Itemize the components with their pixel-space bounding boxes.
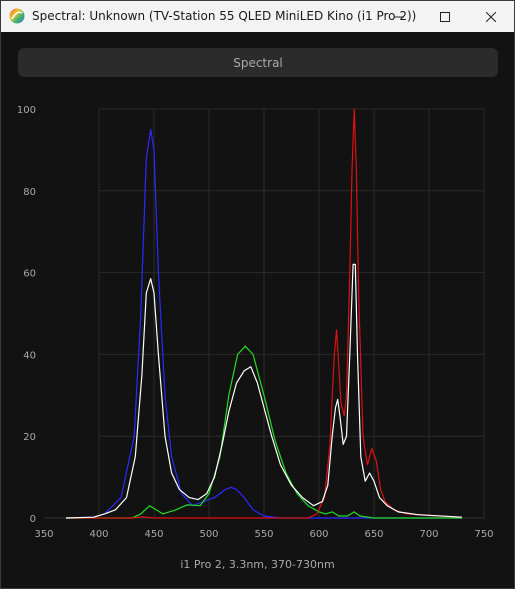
chart-series: [65, 108, 463, 519]
maximize-button[interactable]: [422, 1, 468, 32]
close-button[interactable]: [468, 1, 514, 32]
x-tick-label: 450: [144, 529, 163, 540]
series-line-1: [65, 128, 462, 519]
close-icon: [486, 11, 496, 22]
y-tick-label: 20: [23, 432, 36, 443]
x-tick-label: 650: [364, 529, 383, 540]
minimize-icon: [394, 16, 404, 17]
series-line-3: [66, 108, 463, 519]
y-tick-label: 80: [23, 187, 36, 198]
y-tick-label: 40: [23, 350, 36, 361]
app-logo-icon: [9, 8, 25, 24]
spectral-button[interactable]: Spectral: [18, 48, 498, 77]
measurement-caption: i1 Pro 2, 3.3nm, 370-730nm: [180, 558, 335, 571]
maximize-icon: [440, 11, 450, 22]
x-tick-label: 550: [254, 529, 273, 540]
x-tick-label: 500: [199, 529, 218, 540]
series-line-4: [65, 263, 463, 519]
x-tick-label: 400: [89, 529, 108, 540]
x-tick-label: 700: [419, 529, 438, 540]
window-title: Spectral: Unknown (TV-Station 55 QLED Mi…: [32, 9, 417, 23]
content-area: Spectral 350 400 450 500 550 600 650 700 750 0 20…: [1, 32, 514, 588]
x-tick-label: 350: [34, 529, 53, 540]
y-tick-label: 0: [30, 514, 36, 525]
chart-grid: [44, 108, 485, 519]
minimize-button[interactable]: [376, 1, 422, 32]
y-tick-label: 60: [23, 269, 36, 280]
y-tick-label: 100: [17, 105, 36, 116]
x-tick-label: 750: [474, 529, 493, 540]
y-axis-ticks: 0 20 40 60 80 100: [17, 105, 36, 525]
x-tick-label: 600: [309, 529, 328, 540]
x-axis-ticks: 350 400 450 500 550 600 650 700 750: [34, 529, 493, 540]
spectral-chart: 350 400 450 500 550 600 650 700 750 0 20 40 60 80 100: [17, 105, 494, 540]
series-line-2: [66, 345, 462, 519]
title-bar[interactable]: Spectral: Unknown (TV-Station 55 QLED Mi…: [1, 1, 514, 32]
